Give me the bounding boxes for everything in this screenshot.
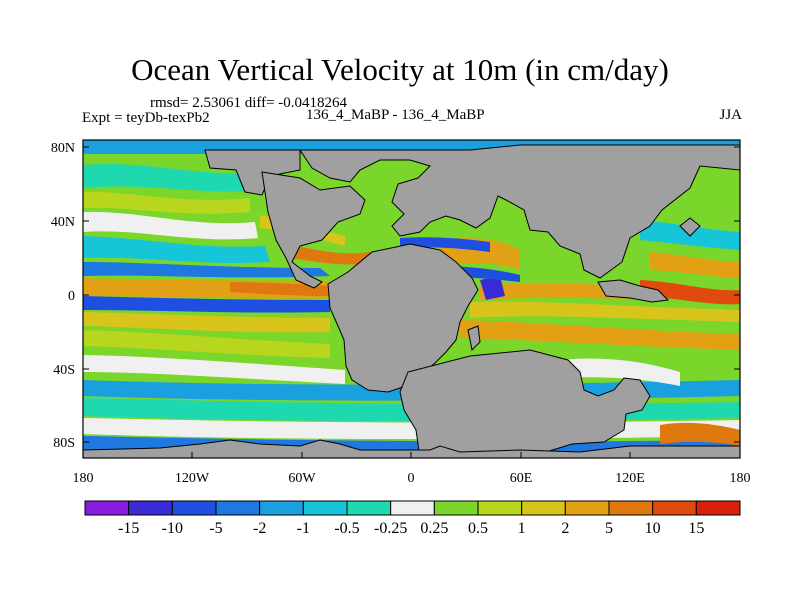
colorbar-label: 15 — [688, 520, 704, 537]
colorbar-label: 5 — [605, 520, 613, 537]
lon-label-180e: 180 — [730, 471, 751, 486]
lon-label-120e: 120E — [615, 471, 645, 486]
colorbar-label: 0.25 — [420, 520, 448, 537]
colorbar-label: 2 — [561, 520, 569, 537]
lon-axis: 180 120W 60W 0 60E 120E 180 — [73, 452, 751, 486]
lon-label-60w: 60W — [288, 471, 316, 486]
lat-label-80n: 80N — [51, 141, 75, 156]
lon-label-120w: 120W — [175, 471, 210, 486]
lat-label-40s: 40S — [53, 363, 75, 378]
land-eurasia — [299, 144, 741, 279]
colorbar-label: -0.25 — [374, 520, 407, 537]
case-line: 136_4_MaBP - 136_4_MaBP — [306, 107, 485, 123]
land-madagascar — [467, 325, 481, 352]
colorbar-box — [171, 500, 217, 516]
land-greenland — [204, 149, 301, 196]
colorbar-box — [215, 500, 261, 516]
colorbar-label: 10 — [645, 520, 661, 537]
colorbar-box — [608, 500, 654, 516]
land-north-america — [261, 171, 366, 289]
lat-axis: 80N 40N 0 40S 80S — [51, 141, 740, 451]
lon-label-0: 0 — [408, 471, 415, 486]
colorbar-box — [521, 500, 566, 516]
colorbar-box — [477, 500, 523, 516]
colorbar-box — [564, 500, 610, 516]
colorbar-box — [433, 500, 479, 516]
lon-label-60e: 60E — [510, 471, 533, 486]
colorbar-box — [346, 500, 392, 516]
stats-line: rmsd= 2.53061 diff= -0.0418264 — [150, 95, 348, 111]
colorbar-label: -5 — [209, 520, 222, 537]
land-japan — [679, 217, 701, 237]
expt-line: Expt = teyDb-texPb2 — [82, 110, 210, 126]
colorbar-box — [259, 500, 304, 516]
land-antarctica — [82, 439, 741, 459]
lon-label-180w: 180 — [73, 471, 94, 486]
colorbar-box — [84, 500, 130, 516]
colorbar-box — [695, 500, 741, 516]
land-masses — [82, 144, 741, 459]
lat-label-80s: 80S — [53, 436, 75, 451]
colorbar-label: -1 — [297, 520, 310, 537]
colorbar-label: -10 — [162, 520, 183, 537]
colorbar-box — [652, 500, 697, 516]
colorbar-label: 0.5 — [468, 520, 488, 537]
colorbar-label: -2 — [253, 520, 266, 537]
season-label: JJA — [719, 107, 742, 123]
land-africa — [327, 243, 479, 393]
colorbar: -15 -10 -5 -2 -1 -0.5 -0.25 0.25 0.5 1 2 5 10 15 — [84, 500, 741, 537]
colorbar-label: -0.5 — [334, 520, 359, 537]
chart-title: Ocean Vertical Velocity at 10m (in cm/da… — [131, 52, 669, 87]
colorbar-box — [390, 500, 435, 516]
colorbar-label: -15 — [118, 520, 139, 537]
colorbar-box — [128, 500, 173, 516]
colorbar-label: 1 — [518, 520, 526, 537]
land-indonesia — [597, 279, 670, 303]
lat-label-40n: 40N — [51, 215, 75, 230]
colorbar-box — [302, 500, 348, 516]
land-south-america — [399, 349, 651, 459]
lat-label-0: 0 — [68, 289, 75, 304]
